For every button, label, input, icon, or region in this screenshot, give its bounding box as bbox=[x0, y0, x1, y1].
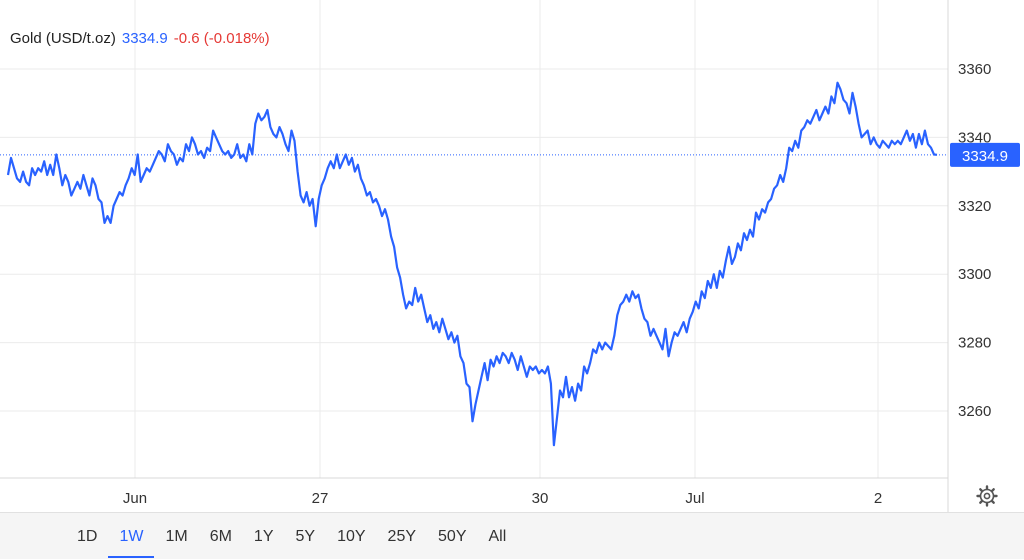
last-value-label: 3334.9 bbox=[962, 148, 1008, 165]
chart-area: 3260 3280 3300 3320 3340 3360 Jun 27 30 Jul 2 3334.… bbox=[0, 0, 1020, 512]
range-button-1d[interactable]: 1D bbox=[77, 528, 98, 545]
y-tick-label: 3320 bbox=[958, 198, 991, 215]
chart-legend: Gold (USD/t.oz) 3334.9 -0.6 (-0.018%) bbox=[10, 30, 276, 47]
legend-change: -0.6 (-0.018%) bbox=[173, 30, 270, 47]
x-tick-label: 2 bbox=[874, 490, 882, 507]
price-chart: 3260 3280 3300 3320 3340 3360 Jun 27 30 Jul 2 3334.… bbox=[0, 0, 1020, 512]
range-button-1m[interactable]: 1M bbox=[165, 528, 188, 545]
range-button-5y[interactable]: 5Y bbox=[295, 528, 316, 545]
range-button-all[interactable]: All bbox=[488, 528, 507, 545]
range-button-50y[interactable]: 50Y bbox=[438, 528, 467, 545]
x-tick-label: 30 bbox=[532, 490, 549, 507]
x-tick-label: Jun bbox=[123, 490, 147, 507]
range-button-1w[interactable]: 1W bbox=[108, 514, 155, 558]
y-tick-label: 3280 bbox=[958, 335, 991, 352]
y-tick-label: 3300 bbox=[958, 266, 991, 283]
x-tick-label: 27 bbox=[312, 490, 329, 507]
x-tick-label: Jul bbox=[685, 490, 704, 507]
time-range-bar: 1D 1W 1M 6M 1Y 5Y 10Y 25Y 50Y All bbox=[0, 512, 1024, 559]
legend-price: 3334.9 bbox=[121, 30, 168, 47]
range-button-25y[interactable]: 25Y bbox=[387, 528, 417, 545]
last-value-badge bbox=[950, 142, 1020, 167]
y-tick-label: 3360 bbox=[958, 61, 991, 78]
range-button-10y[interactable]: 10Y bbox=[337, 528, 366, 545]
y-tick-label: 3260 bbox=[958, 403, 991, 420]
time-range-selector: 1D 1W 1M 6M 1Y 5Y 10Y 25Y 50Y All bbox=[66, 513, 517, 559]
range-button-6m[interactable]: 6M bbox=[209, 528, 232, 545]
gear-icon[interactable] bbox=[976, 485, 998, 507]
legend-instrument-name: Gold (USD/t.oz) bbox=[10, 30, 116, 47]
range-button-1y[interactable]: 1Y bbox=[253, 528, 274, 545]
y-tick-label: 3340 bbox=[958, 129, 991, 146]
price-series-line bbox=[6, 81, 938, 447]
